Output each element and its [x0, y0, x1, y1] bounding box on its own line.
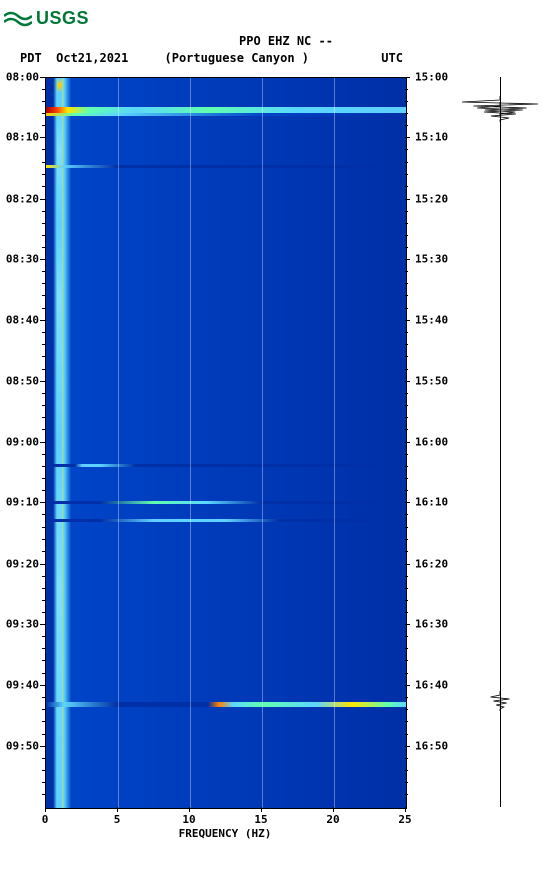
secondary-event	[46, 113, 406, 116]
right-time-axis: 15:0015:1015:2015:3015:4015:5016:0016:10…	[405, 77, 460, 807]
left-tick-label: 09:00	[0, 435, 39, 448]
midband-signal-2	[46, 519, 406, 522]
right-tick-label: 15:20	[415, 192, 455, 205]
gridline	[334, 78, 335, 808]
left-tick-label: 08:40	[0, 313, 39, 326]
usgs-logo: USGS	[0, 0, 552, 33]
spectrogram-plot	[45, 77, 407, 809]
usgs-wave-icon	[4, 10, 32, 28]
lowfreq-burst	[46, 165, 406, 168]
frequency-axis: FREQUENCY (HZ) 0510152025	[45, 807, 405, 847]
header-title1: PPO EHZ NC --	[20, 33, 552, 50]
right-tick-label: 15:40	[415, 313, 455, 326]
x-tick-label: 20	[326, 813, 339, 826]
x-tick-label: 15	[254, 813, 267, 826]
spectrogram-chart: 08:00 08:10 08:20 08:30 08:40 08:50 09:00 09:10…	[0, 67, 552, 867]
right-tick-label: 15:10	[415, 131, 455, 144]
left-tick-label: 09:50	[0, 740, 39, 753]
header-left: PDT Oct21,2021	[20, 51, 128, 65]
late-broadband-event	[46, 702, 406, 707]
midband-signal-1	[46, 501, 406, 504]
right-tick-label: 16:50	[415, 740, 455, 753]
chart-header: PPO EHZ NC -- PDT Oct21,2021 (Portuguese…	[0, 33, 552, 67]
right-tick-label: 16:00	[415, 435, 455, 448]
right-tick-label: 16:20	[415, 557, 455, 570]
x-tick-label: 0	[42, 813, 49, 826]
right-tick-label: 15:00	[415, 70, 455, 83]
seismogram-trace	[460, 77, 540, 807]
usgs-logo-text: USGS	[36, 8, 89, 29]
right-tick-label: 16:30	[415, 618, 455, 631]
faint-midband	[46, 464, 406, 467]
spectrogram-background	[46, 78, 406, 808]
left-tick-label: 09:30	[0, 618, 39, 631]
left-tick-label: 08:50	[0, 375, 39, 388]
right-tick-label: 15:50	[415, 375, 455, 388]
x-tick-label: 5	[114, 813, 121, 826]
left-tick-label: 08:30	[0, 253, 39, 266]
left-time-axis: 08:0008:1008:2008:3008:4008:5009:0009:10…	[0, 77, 45, 807]
gridline	[118, 78, 119, 808]
left-tick-label: 08:10	[0, 131, 39, 144]
right-tick-label: 16:10	[415, 496, 455, 509]
left-tick-label: 08:20	[0, 192, 39, 205]
strong-broadband-event	[46, 107, 406, 113]
left-tick-label: 09:10	[0, 496, 39, 509]
header-title2: (Portuguese Canyon )	[165, 51, 310, 65]
gridline	[262, 78, 263, 808]
right-tick-label: 15:30	[415, 253, 455, 266]
left-tick-label: 08:00	[0, 70, 39, 83]
x-axis-label: FREQUENCY (HZ)	[179, 827, 272, 840]
x-tick-label: 10	[182, 813, 195, 826]
gridline	[190, 78, 191, 808]
header-right: UTC	[381, 51, 403, 65]
lowfreq-band	[57, 78, 62, 808]
right-tick-label: 16:40	[415, 678, 455, 691]
seismogram-event	[460, 691, 540, 711]
seismogram-event	[460, 102, 540, 122]
x-tick-label: 25	[398, 813, 411, 826]
left-tick-label: 09:20	[0, 557, 39, 570]
left-tick-label: 09:40	[0, 678, 39, 691]
